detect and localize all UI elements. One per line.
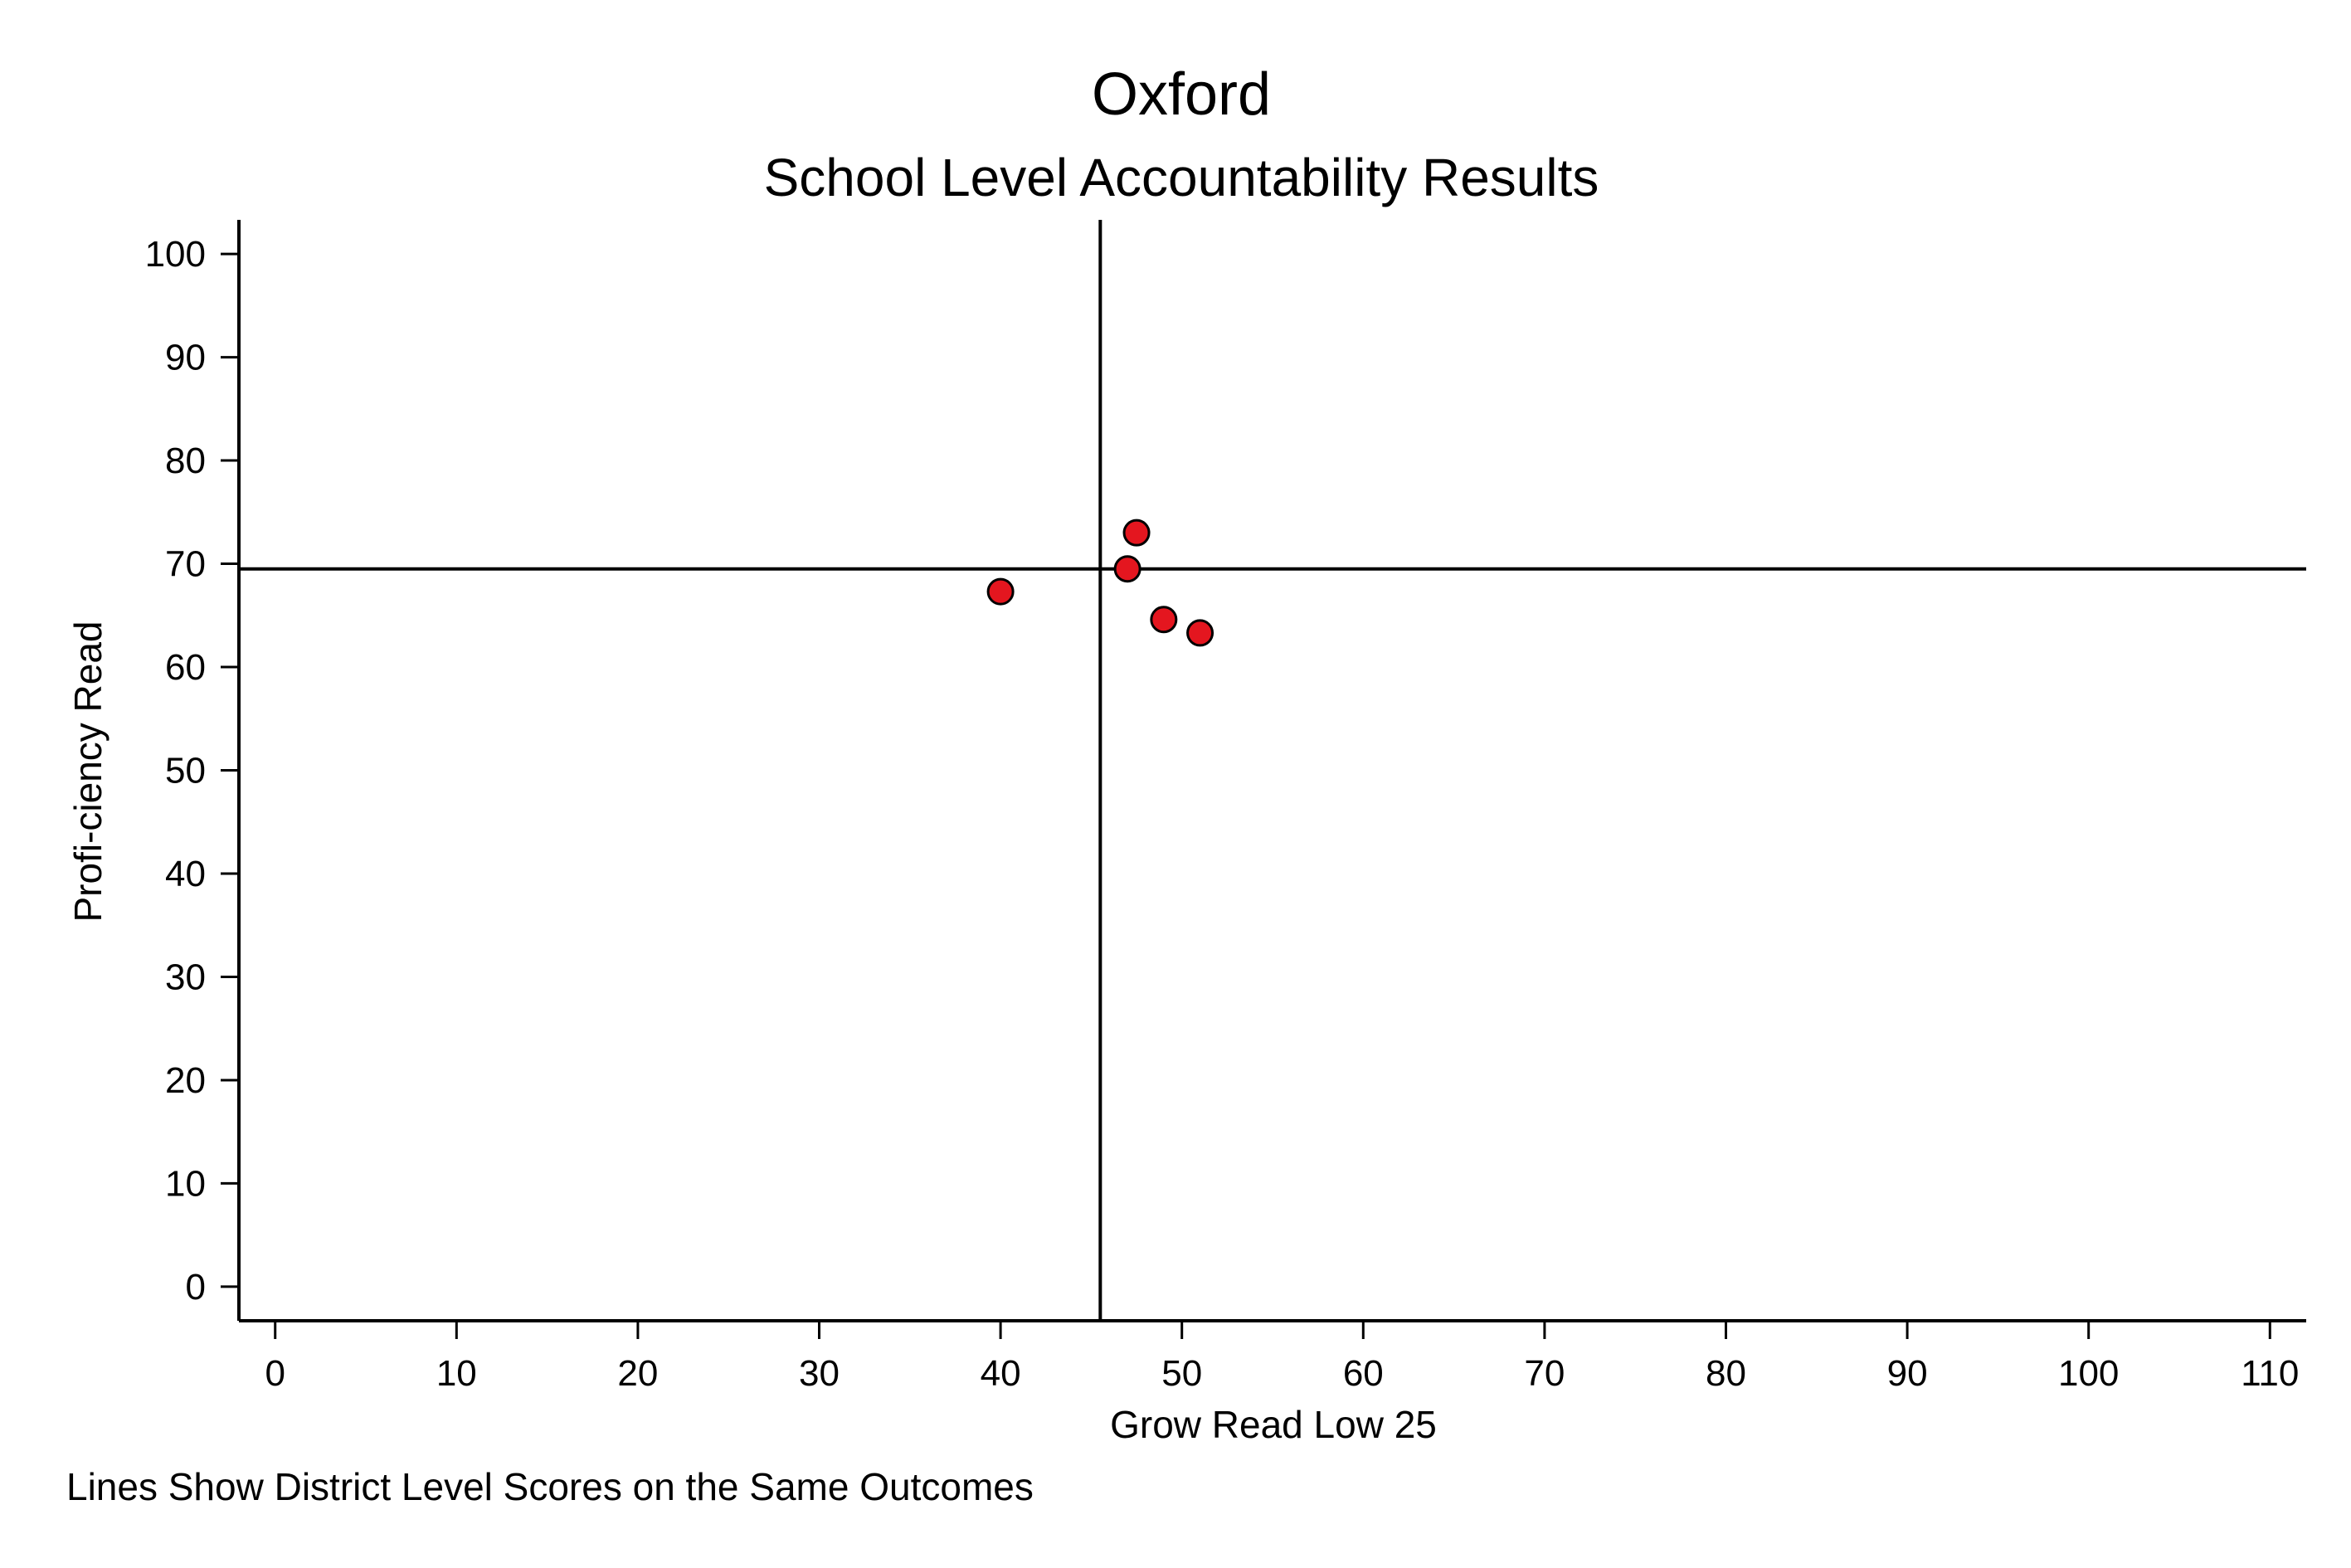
x-tick-label: 80 (1706, 1353, 1746, 1394)
scatter-point (1122, 519, 1151, 547)
x-tick-label: 0 (265, 1353, 285, 1394)
x-tick-label: 110 (2241, 1353, 2299, 1394)
x-axis-title: Grow Read Low 25 (1110, 1403, 1437, 1446)
y-tick-label: 20 (165, 1060, 206, 1101)
y-tick-label: 0 (186, 1267, 206, 1307)
scatter-point (1150, 606, 1178, 634)
y-tick-label: 100 (145, 234, 206, 275)
y-tick-label: 40 (165, 854, 206, 894)
scatter-point (986, 577, 1015, 606)
x-tick-label: 10 (436, 1353, 477, 1394)
chart-note: Lines Show District Level Scores on the … (66, 1465, 1034, 1508)
x-tick-label: 20 (617, 1353, 658, 1394)
y-tick-label: 90 (165, 338, 206, 378)
y-tick-label: 80 (165, 441, 206, 481)
plot-area: 0 10 20 30 40 50 60 70 80 90 100 0 10 20 30 40 50 60 70 80 9… (145, 220, 2306, 1394)
scatter-point (1113, 555, 1141, 583)
chart-title: Oxford (1092, 61, 1271, 128)
y-tick-label: 30 (165, 957, 206, 997)
x-tick-label: 50 (1161, 1353, 1202, 1394)
x-tick-label: 100 (2058, 1353, 2119, 1394)
scatter-point (1186, 619, 1214, 647)
y-tick-label: 60 (165, 647, 206, 688)
x-tick-label: 60 (1343, 1353, 1384, 1394)
chart-subtitle: School Level Accountability Results (764, 148, 1599, 207)
y-tick-label: 50 (165, 751, 206, 791)
x-tick-label: 70 (1524, 1353, 1565, 1394)
x-tick-label: 40 (981, 1353, 1021, 1394)
y-axis-title: Profi-ciency Read (66, 621, 110, 922)
x-tick-label: 90 (1887, 1353, 1928, 1394)
y-tick-label: 70 (165, 544, 206, 585)
x-tick-label: 30 (799, 1353, 840, 1394)
y-tick-label: 10 (165, 1163, 206, 1204)
